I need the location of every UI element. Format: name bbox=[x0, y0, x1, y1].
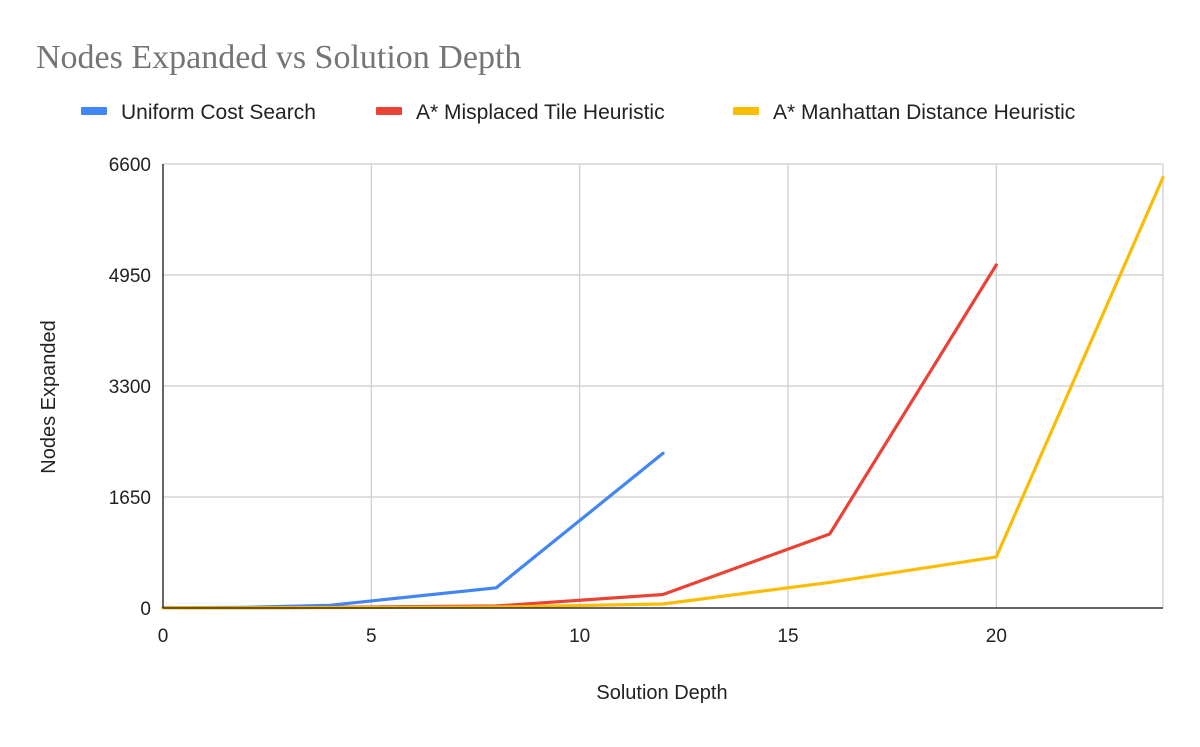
legend-swatch-2 bbox=[733, 107, 759, 115]
legend: Uniform Cost Search A* Misplaced Tile Heu… bbox=[81, 101, 1075, 124]
y-tick-label: 6600 bbox=[109, 155, 151, 176]
x-axis-ticks: 0 5 10 15 20 bbox=[158, 626, 1007, 647]
x-tick-label: 15 bbox=[777, 626, 798, 647]
chart-title: Nodes Expanded vs Solution Depth bbox=[36, 39, 521, 76]
series-line-0 bbox=[161, 451, 665, 610]
y-axis-ticks: 0 1650 3300 4950 6600 bbox=[109, 155, 151, 620]
x-tick-label: 5 bbox=[366, 626, 377, 647]
y-tick-label: 0 bbox=[140, 599, 151, 620]
y-tick-label: 3300 bbox=[109, 377, 151, 398]
legend-label-2: A* Manhattan Distance Heuristic bbox=[773, 101, 1075, 124]
y-tick-label: 4950 bbox=[109, 266, 151, 287]
legend-label-1: A* Misplaced Tile Heuristic bbox=[416, 101, 665, 124]
legend-swatch-1 bbox=[376, 107, 402, 115]
axes bbox=[162, 164, 1163, 609]
x-tick-label: 10 bbox=[569, 626, 590, 647]
series-lines bbox=[161, 175, 1165, 610]
series-line-2 bbox=[161, 175, 1165, 610]
legend-swatch-0 bbox=[81, 107, 107, 115]
y-tick-label: 1650 bbox=[109, 488, 151, 509]
x-tick-label: 0 bbox=[158, 626, 169, 647]
x-tick-label: 20 bbox=[986, 626, 1007, 647]
gridlines bbox=[163, 163, 1164, 608]
x-axis-title: Solution Depth bbox=[596, 682, 727, 704]
y-axis-title: Nodes Expanded bbox=[38, 320, 60, 473]
legend-label-0: Uniform Cost Search bbox=[121, 101, 316, 124]
